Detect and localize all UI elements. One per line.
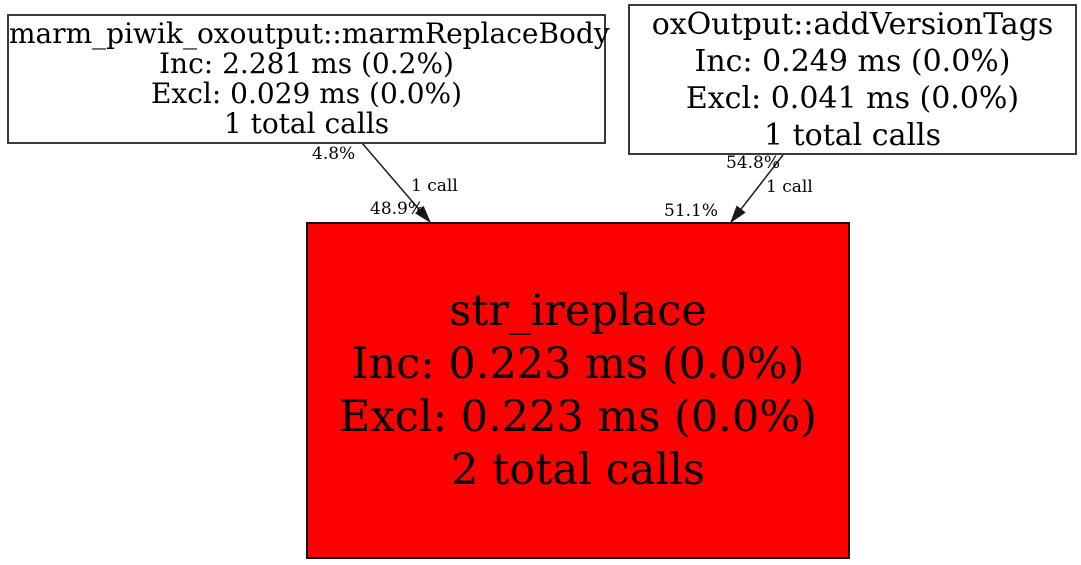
node-addversiontags[interactable]: oxOutput::addVersionTags Inc: 0.249 ms (… bbox=[628, 4, 1077, 155]
edge1-call-count: 1 call bbox=[411, 176, 458, 196]
node-total-calls: 2 total calls bbox=[451, 444, 705, 495]
node-exclusive-time: Excl: 0.041 ms (0.0%) bbox=[685, 80, 1020, 116]
node-strireplace[interactable]: str_ireplace Inc: 0.223 ms (0.0%) Excl: … bbox=[306, 222, 850, 559]
node-function-name: str_ireplace bbox=[449, 285, 707, 336]
node-function-name: marm_piwik_oxoutput::marmReplaceBody bbox=[9, 17, 610, 50]
node-exclusive-time: Excl: 0.223 ms (0.0%) bbox=[339, 391, 817, 442]
node-total-calls: 1 total calls bbox=[763, 117, 942, 153]
edge2-source-percent: 54.8% bbox=[726, 153, 781, 173]
node-exclusive-time: Excl: 0.029 ms (0.0%) bbox=[150, 77, 463, 110]
edge2-call-count: 1 call bbox=[766, 177, 813, 197]
node-inclusive-time: Inc: 2.281 ms (0.2%) bbox=[159, 47, 454, 80]
edge2-target-percent: 51.1% bbox=[664, 201, 719, 221]
edge1-target-percent: 48.9% bbox=[370, 199, 425, 219]
node-total-calls: 1 total calls bbox=[223, 107, 390, 140]
node-inclusive-time: Inc: 0.223 ms (0.0%) bbox=[351, 338, 805, 389]
node-marmreplacebody[interactable]: marm_piwik_oxoutput::marmReplaceBody Inc… bbox=[7, 14, 610, 144]
node-inclusive-time: Inc: 0.249 ms (0.0%) bbox=[694, 43, 1011, 79]
node-function-name: oxOutput::addVersionTags bbox=[651, 6, 1054, 42]
edge1-source-percent: 4.8% bbox=[312, 144, 356, 164]
